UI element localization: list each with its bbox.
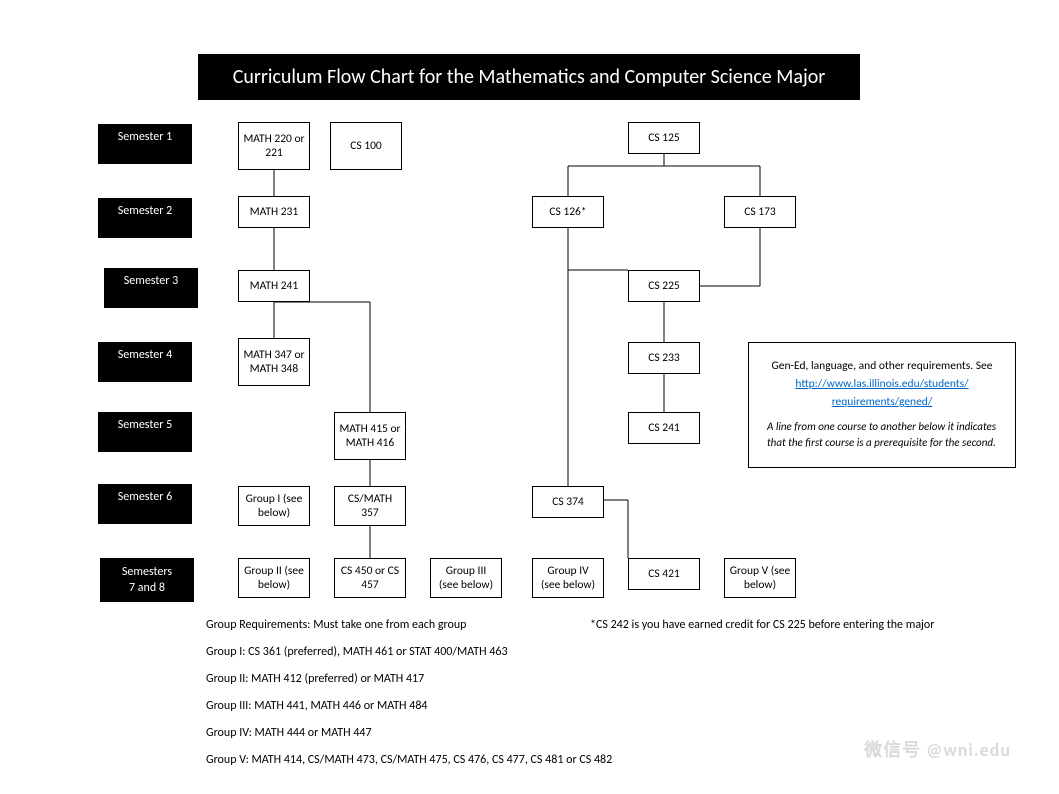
course-math220: MATH 220 or 221 (238, 122, 310, 170)
notes-g2: Group II: MATH 412 (preferred) or MATH 4… (206, 666, 1006, 693)
semester-6-label: Semester 6 (98, 484, 192, 524)
course-cs173: CS 173 (724, 196, 796, 228)
semester-3-label: Semester 3 (104, 268, 198, 308)
course-cs100: CS 100 (330, 122, 402, 170)
notes-g3: Group III: MATH 441, MATH 446 or MATH 48… (206, 693, 1006, 720)
course-group2: Group II (see below) (238, 558, 310, 598)
course-cs241: CS 241 (628, 412, 700, 444)
page-title: Curriculum Flow Chart for the Mathematic… (198, 54, 860, 100)
notes-req: Group Requirements: Must take one from e… (206, 618, 466, 632)
semester-7-8-label: Semesters 7 and 8 (100, 558, 194, 602)
semester-2-label: Semester 2 (98, 198, 192, 238)
course-math241: MATH 241 (238, 270, 310, 302)
info-box: Gen-Ed, language, and other requirements… (748, 342, 1016, 468)
course-cs125: CS 125 (628, 122, 700, 154)
gened-link-text-2: requirements/gened/ (832, 395, 933, 409)
semester-7-8-line1: Semesters (122, 565, 172, 579)
semester-5-label: Semester 5 (98, 412, 192, 452)
course-math415: MATH 415 or MATH 416 (334, 412, 406, 460)
course-group3: Group III (see below) (430, 558, 502, 598)
notes-asterisk: *CS 242 is you have earned credit for CS… (590, 612, 934, 639)
course-csmath357: CS/MATH 357 (334, 486, 406, 526)
notes-g5: Group V: MATH 414, CS/MATH 473, CS/MATH … (206, 747, 1006, 774)
course-cs374: CS 374 (532, 486, 604, 518)
semester-1-label: Semester 1 (98, 124, 192, 164)
info-line2: A line from one course to another below … (767, 419, 997, 451)
course-math231: MATH 231 (238, 196, 310, 228)
semester-7-8-line2: 7 and 8 (129, 581, 165, 595)
diagram-sheet: Curriculum Flow Chart for the Mathematic… (28, 6, 1031, 788)
semester-4-label: Semester 4 (98, 342, 192, 382)
course-math347: MATH 347 or MATH 348 (238, 338, 310, 386)
course-cs421: CS 421 (628, 558, 700, 590)
gened-link-text-1: http://www.las.illinois.edu/students/ (795, 377, 968, 391)
course-group5: Group V (see below) (724, 558, 796, 598)
course-group1: Group I (see below) (238, 486, 310, 526)
gened-link[interactable]: http://www.las.illinois.edu/students/ re… (795, 377, 968, 409)
course-group4: Group IV (see below) (532, 558, 604, 598)
course-cs225: CS 225 (628, 270, 700, 302)
course-cs450: CS 450 or CS 457 (334, 558, 406, 598)
notes-block: Group Requirements: Must take one from e… (206, 612, 1006, 774)
page: Curriculum Flow Chart for the Mathematic… (0, 0, 1059, 794)
info-line1: Gen-Ed, language, and other requirements… (772, 359, 993, 373)
notes-g1: Group I: CS 361 (preferred), MATH 461 or… (206, 639, 1006, 666)
notes-g4: Group IV: MATH 444 or MATH 447 (206, 720, 1006, 747)
course-cs233: CS 233 (628, 342, 700, 374)
course-cs126: CS 126* (532, 196, 604, 228)
